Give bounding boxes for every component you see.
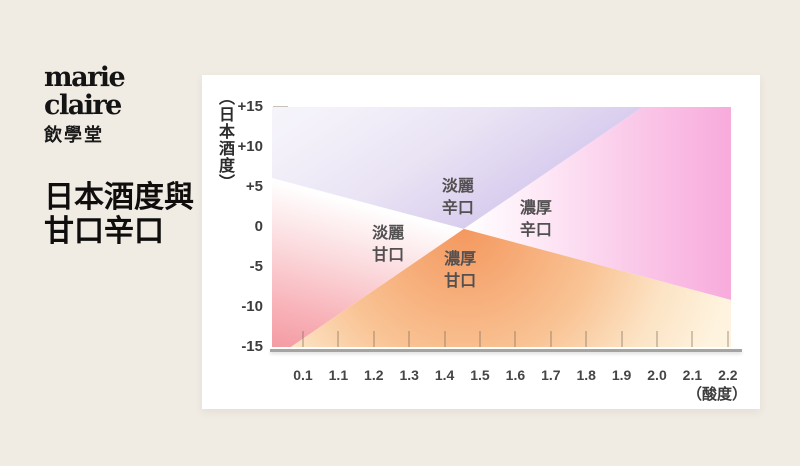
region-label-tanrei-karakuchi: 淡麗 辛口 [441,177,474,217]
x-axis-line [270,349,742,352]
y-tick-label: +15 [237,98,263,115]
x-tick-mark [478,331,481,347]
page-title: 日本酒度與 甘口辛口 [44,181,204,249]
plot-area: 淡麗 辛口濃厚 辛口淡麗 甘口濃厚 甘口 [272,107,731,347]
x-tick-label: 1.4 [434,367,455,383]
region-label-noko-karakuchi: 濃厚 辛口 [519,200,552,240]
x-tick-mark [620,331,623,347]
x-tick-mark [372,331,375,347]
x-tick-mark [337,331,340,347]
brand-subtitle: 飲學堂 [44,125,104,146]
x-axis-title: （酸度） [686,386,747,403]
x-tick-label: 0.1 [293,367,313,383]
y-tick-label: -10 [241,298,263,315]
x-tick-mark [585,331,588,347]
x-tick-mark [408,331,411,347]
page-title-line2: 甘口辛口 [44,215,164,248]
marie-claire-logo: marie claire [44,62,126,121]
region-label-noko-amakuchi: 濃厚 甘口 [444,250,477,290]
x-ticks [272,107,731,347]
chart-card: （日本酒度） +15 +10 +5 0 -5 -10 -15 淡麗 辛口濃厚 辛口淡麗 甘口濃厚甘… [202,75,760,409]
y-tick-label: +5 [245,178,263,195]
page-title-line1: 日本酒度與 [44,181,194,214]
x-tick-mark [443,331,446,347]
y-tick-label: -5 [249,258,263,275]
x-tick-label: 2.0 [647,367,667,383]
branding-column: marie claire 飲學堂 日本酒度與 甘口辛口 [44,64,204,249]
x-tick-label: 2.1 [682,367,703,383]
x-tick-label: 1.7 [541,367,561,383]
x-tick-mark [549,331,552,347]
x-tick-label: 2.2 [718,367,738,383]
region-label-tanrei-amakuchi: 淡麗 甘口 [372,225,405,264]
x-tick-label: 1.3 [399,367,419,383]
x-tick-label: 1.9 [611,367,632,383]
y-tick-label: 0 [254,218,263,235]
x-tick-mark [656,331,658,347]
y-axis-title: （日本酒度） [216,89,233,191]
x-tick-mark [301,331,304,347]
x-tick-label: 1.8 [576,367,596,383]
x-tick-label: 1.5 [470,367,490,383]
y-tick-label: +10 [237,138,263,155]
x-tick-label: 1.6 [505,367,526,383]
x-tick-mark [726,331,729,347]
x-tick-label: 1.1 [328,367,349,383]
x-axis-labels: 0.1 1.1 1.2 1.3 1.4 1.5 1.6 1.7 1.8 1.9 2.0 2.1 2.2 [272,366,737,384]
x-tick-mark [691,331,694,347]
x-tick-mark [514,331,517,347]
x-tick-label: 1.2 [364,367,384,383]
y-tick-label: -15 [241,338,263,355]
